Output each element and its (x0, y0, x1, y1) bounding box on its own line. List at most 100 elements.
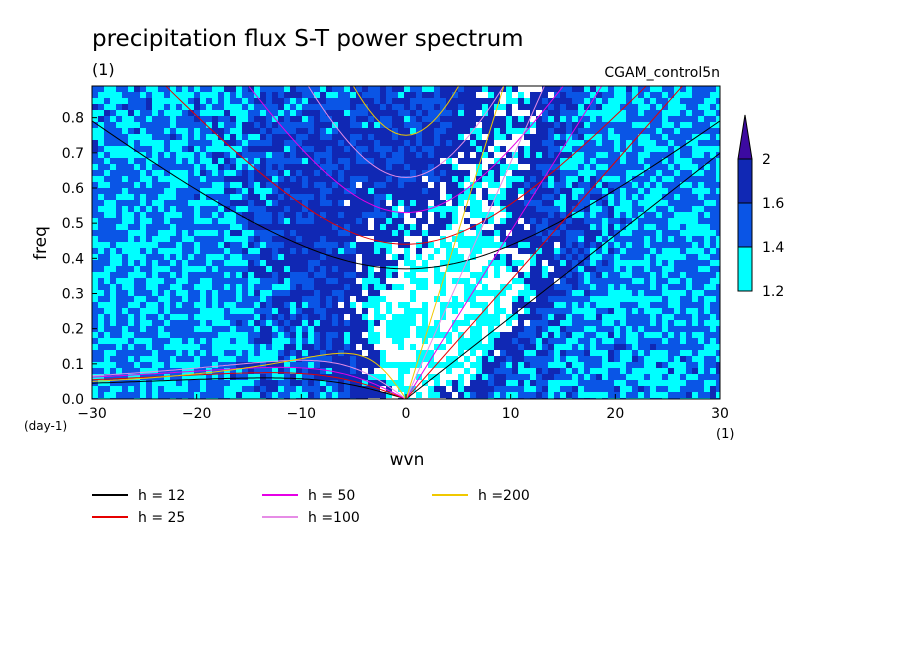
field-cell (188, 338, 195, 345)
field-cell (530, 194, 537, 201)
field-cell (638, 362, 645, 369)
field-cell (548, 272, 555, 279)
field-cell (224, 236, 231, 243)
field-cell (686, 362, 693, 369)
field-cell (434, 92, 441, 99)
field-cell (506, 224, 513, 231)
field-cell (380, 164, 387, 171)
field-cell (122, 122, 129, 129)
field-cell (182, 278, 189, 285)
field-cell (290, 284, 297, 291)
field-cell (134, 98, 141, 105)
field-cell (98, 344, 105, 351)
field-cell (470, 254, 477, 261)
field-cell (344, 110, 351, 117)
field-cell (542, 134, 549, 141)
field-cell (476, 134, 483, 141)
field-cell (164, 182, 171, 189)
field-cell (314, 188, 321, 195)
field-cell (680, 122, 687, 129)
field-cell (614, 128, 621, 135)
field-cell (500, 290, 507, 297)
field-cell (548, 152, 555, 159)
field-cell (536, 212, 543, 219)
field-cell (128, 326, 135, 333)
field-cell (692, 188, 699, 195)
field-cell (524, 134, 531, 141)
field-cell (662, 170, 669, 177)
field-cell (542, 146, 549, 153)
field-cell (266, 92, 273, 99)
field-cell (410, 350, 417, 357)
field-cell (122, 188, 129, 195)
field-cell (596, 188, 603, 195)
field-cell (152, 350, 159, 357)
field-cell (200, 314, 207, 321)
field-cell (98, 326, 105, 333)
field-cell (596, 194, 603, 201)
field-cell (308, 290, 315, 297)
field-cell (182, 128, 189, 135)
field-cell (110, 206, 117, 213)
field-cell (308, 152, 315, 159)
field-cell (620, 272, 627, 279)
field-cell (302, 188, 309, 195)
field-cell (200, 224, 207, 231)
field-cell (230, 332, 237, 339)
field-cell (488, 320, 495, 327)
field-cell (350, 224, 357, 231)
field-cell (680, 350, 687, 357)
field-cell (350, 356, 357, 363)
field-cell (128, 122, 135, 129)
field-cell (668, 320, 675, 327)
field-cell (500, 254, 507, 261)
field-cell (572, 188, 579, 195)
field-cell (530, 206, 537, 213)
field-cell (428, 320, 435, 327)
field-cell (278, 350, 285, 357)
field-cell (434, 290, 441, 297)
field-cell (626, 302, 633, 309)
field-cell (242, 194, 249, 201)
field-cell (416, 206, 423, 213)
field-cell (170, 266, 177, 273)
field-cell (236, 176, 243, 183)
field-cell (98, 302, 105, 309)
field-cell (686, 122, 693, 129)
field-cell (338, 278, 345, 285)
field-cell (524, 128, 531, 135)
field-cell (650, 212, 657, 219)
field-cell (650, 98, 657, 105)
field-cell (296, 134, 303, 141)
field-cell (470, 272, 477, 279)
field-cell (398, 356, 405, 363)
field-cell (326, 242, 333, 249)
field-cell (308, 164, 315, 171)
field-cell (416, 86, 423, 93)
field-cell (470, 128, 477, 135)
field-cell (476, 284, 483, 291)
field-cell (386, 314, 393, 321)
field-cell (602, 248, 609, 255)
field-cell (482, 122, 489, 129)
field-cell (524, 188, 531, 195)
field-cell (680, 230, 687, 237)
field-cell (584, 362, 591, 369)
field-cell (470, 230, 477, 237)
field-cell (266, 320, 273, 327)
field-cell (476, 200, 483, 207)
field-cell (632, 170, 639, 177)
field-cell (422, 104, 429, 111)
field-cell (422, 344, 429, 351)
field-cell (488, 152, 495, 159)
field-cell (554, 260, 561, 267)
field-cell (284, 212, 291, 219)
field-cell (602, 212, 609, 219)
field-cell (686, 266, 693, 273)
field-cell (488, 224, 495, 231)
field-cell (380, 296, 387, 303)
field-cell (212, 290, 219, 297)
field-cell (434, 164, 441, 171)
field-cell (416, 344, 423, 351)
field-cell (188, 248, 195, 255)
